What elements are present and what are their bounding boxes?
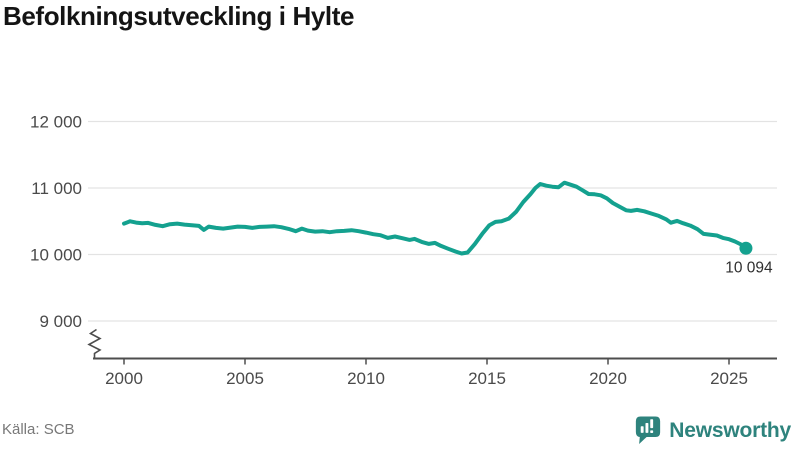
population-line [122, 180, 748, 256]
x-axis-tick-label: 2000 [105, 369, 143, 388]
newsworthy-bubble-chart-icon [636, 416, 661, 445]
y-axis-tick-label: 10 000 [30, 246, 82, 265]
newsworthy-wordmark: Newsworthy [669, 418, 791, 442]
chart-title: Befolkningsutveckling i Hylte [3, 1, 355, 31]
x-axis-tick-label: 2015 [468, 369, 506, 388]
series-end-dot [739, 241, 753, 255]
y-axis-tick-label: 9 000 [39, 312, 82, 331]
x-axis-tick-label: 2010 [347, 369, 385, 388]
y-axis-tick-label: 12 000 [30, 113, 82, 132]
x-axis-tick-label: 2005 [226, 369, 264, 388]
x-axis-tick-label: 2025 [710, 369, 748, 388]
newsworthy-logo[interactable]: Newsworthy [634, 415, 791, 446]
source-note: Källa: SCB [2, 421, 75, 438]
y-axis-tick-label: 11 000 [31, 179, 82, 198]
axis-break-icon [87, 328, 102, 358]
x-axis-tick-label: 2020 [589, 369, 627, 388]
series-end-value-label: 10 094 [725, 260, 773, 277]
population-chart: 9 000 10 000 11 000 12 000 2000 2005 2010 2015 2… [30, 113, 777, 388]
